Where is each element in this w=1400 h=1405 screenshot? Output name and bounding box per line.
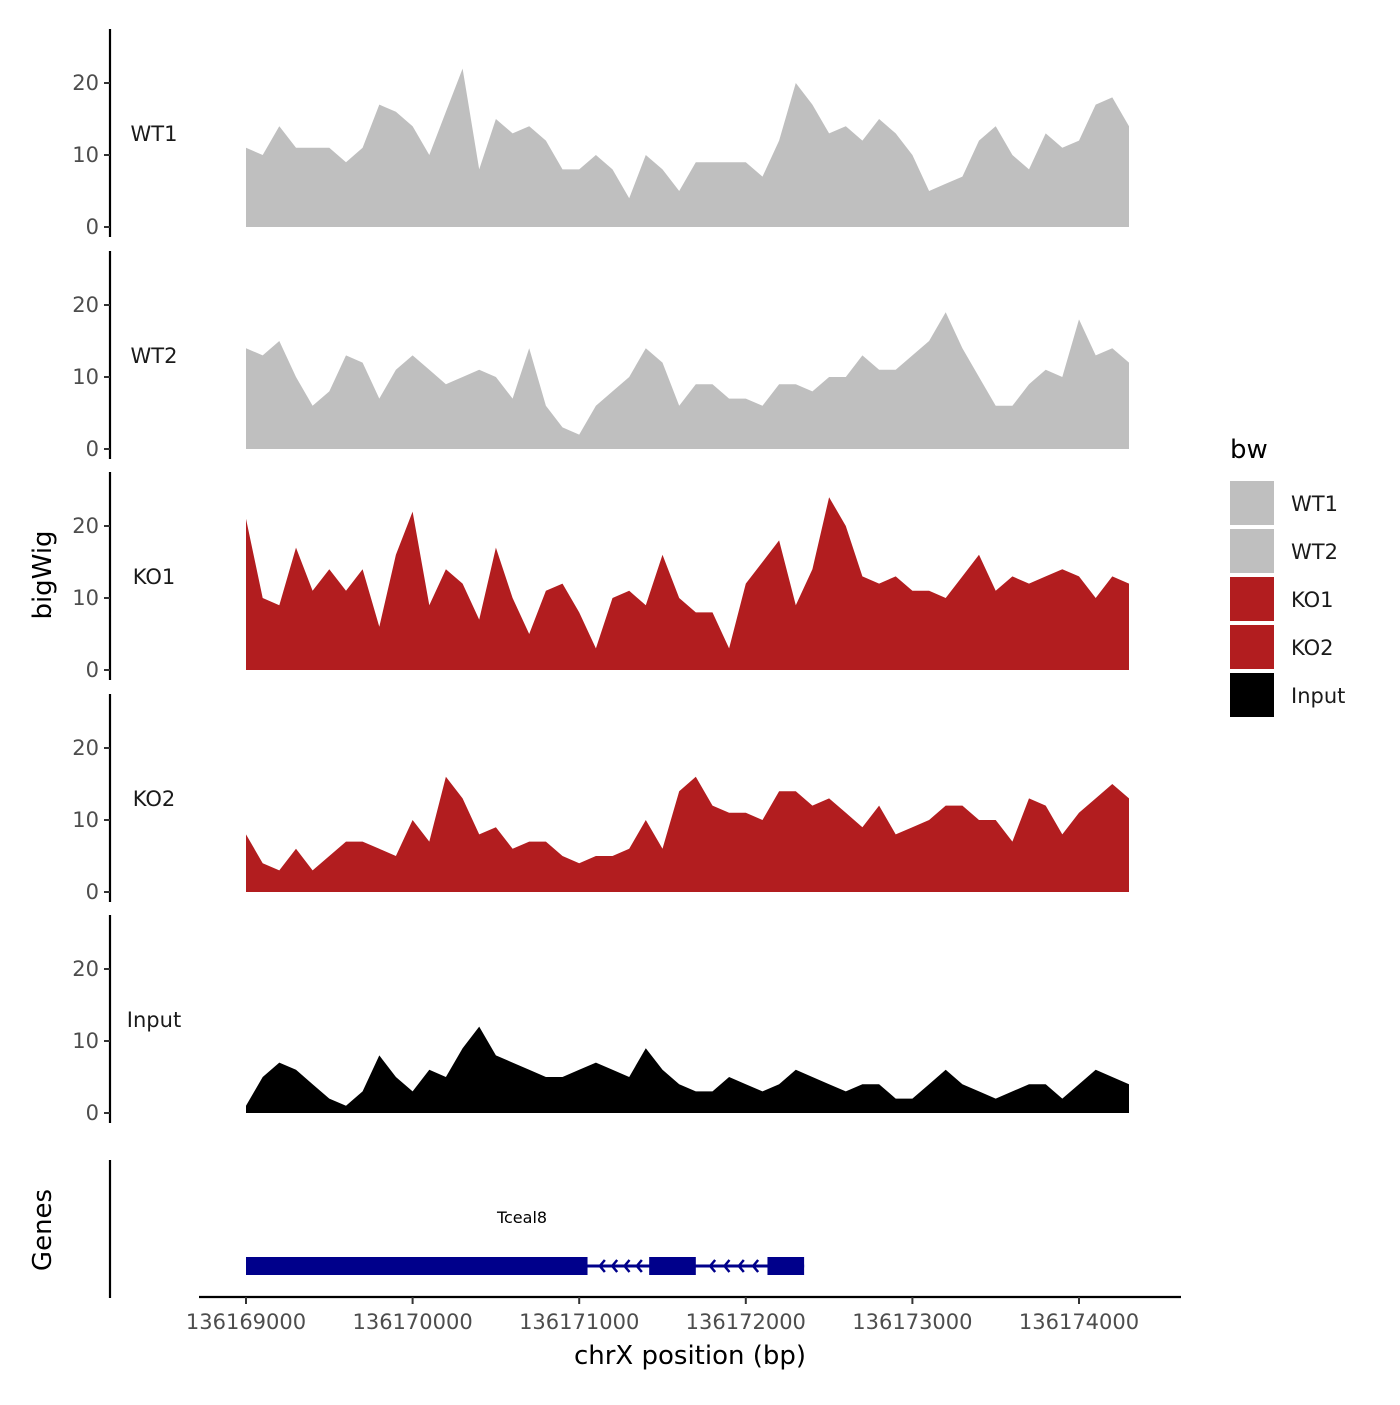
gene-tceal8: Tceal8 (246, 1208, 805, 1275)
genes-axis-title: Genes (28, 1189, 58, 1271)
legend-label-wt2: WT2 (1291, 540, 1338, 564)
track-wt2: 0 10 20 WT2 (72, 251, 1129, 461)
y-tick-label: 0 (86, 437, 99, 461)
strand-arrow (722, 1259, 731, 1273)
legend-label-wt1: WT1 (1291, 492, 1338, 516)
track-label-input: Input (127, 1008, 181, 1032)
strand-arrow (622, 1259, 631, 1273)
legend-label-input: Input (1291, 684, 1345, 708)
legend-key-wt1 (1230, 481, 1274, 525)
y-tick-label: 10 (72, 586, 99, 610)
gene-exon (246, 1257, 588, 1275)
legend-key-ko1 (1230, 577, 1274, 621)
gene-exon (767, 1257, 805, 1275)
track-label-wt1: WT1 (131, 122, 178, 146)
x-tick-label: 136170000 (352, 1310, 472, 1334)
signal-area-input (246, 1026, 1129, 1113)
legend: bw WT1 WT2 KO1 KO2 Input (1230, 435, 1345, 717)
y-axis-title: bigWig (28, 530, 58, 619)
track-ko2: 0 10 20 KO2 (72, 694, 1129, 904)
y-tick-label: 20 (72, 957, 99, 981)
strand-arrow (708, 1259, 717, 1273)
strand-arrow (737, 1259, 745, 1273)
legend-key-wt2 (1230, 529, 1274, 573)
legend-key-ko2 (1230, 625, 1274, 669)
y-tick-label: 20 (72, 71, 99, 95)
x-tick-label: 136172000 (686, 1310, 806, 1334)
legend-label-ko1: KO1 (1291, 588, 1334, 612)
signal-area-wt1 (246, 68, 1129, 227)
y-tick-label: 0 (86, 880, 99, 904)
x-axis: 136169000 136170000 136171000 136172000 1361… (186, 1295, 1181, 1334)
strand-arrow (635, 1259, 643, 1273)
track-ko1: 0 10 20 KO1 (72, 472, 1129, 682)
signal-tracks: 0 10 20 WT1 0 10 20 WT2 0 10 20 KO1 0 10 20 KO2 0 10 20 Inp… (72, 29, 1129, 1125)
track-label-wt2: WT2 (131, 344, 178, 368)
strand-arrow (751, 1259, 760, 1273)
y-tick-label: 0 (86, 215, 99, 239)
y-tick-label: 10 (72, 1029, 99, 1053)
y-tick-label: 10 (72, 365, 99, 389)
x-tick-label: 136169000 (186, 1310, 306, 1334)
y-tick-label: 20 (72, 736, 99, 760)
track-wt1: 0 10 20 WT1 (72, 29, 1129, 239)
y-tick-label: 10 (72, 808, 99, 832)
signal-area-ko1 (246, 497, 1129, 670)
track-label-ko2: KO2 (133, 787, 176, 811)
x-tick-label: 136173000 (852, 1310, 972, 1334)
gene-exon (649, 1257, 696, 1275)
gene-label: Tceal8 (496, 1208, 547, 1227)
gene-panel: Tceal8 (108, 1160, 805, 1298)
legend-title: bw (1230, 435, 1268, 465)
signal-area-wt2 (246, 312, 1129, 449)
signal-area-ko2 (246, 776, 1129, 892)
y-tick-label: 20 (72, 293, 99, 317)
legend-key-input (1230, 673, 1274, 717)
strand-arrow (598, 1259, 606, 1273)
y-tick-label: 0 (86, 658, 99, 682)
y-tick-label: 0 (86, 1101, 99, 1125)
x-tick-label: 136174000 (1019, 1310, 1139, 1334)
x-axis-title: chrX position (bp) (574, 1341, 806, 1371)
strand-arrow (610, 1259, 619, 1273)
track-label-ko1: KO1 (133, 565, 176, 589)
y-tick-label: 10 (72, 143, 99, 167)
y-tick-label: 20 (72, 514, 99, 538)
legend-label-ko2: KO2 (1291, 636, 1334, 660)
x-tick-label: 136171000 (519, 1310, 639, 1334)
track-input: 0 10 20 Input (72, 915, 1129, 1125)
